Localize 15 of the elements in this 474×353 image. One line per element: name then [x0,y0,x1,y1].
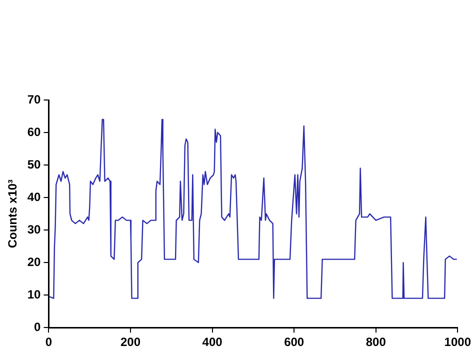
y-tick-label: 50 [27,157,42,172]
x-tick-label: 800 [366,335,386,350]
x-tick-label: 1000 [444,335,472,350]
y-tick-label: 70 [27,92,42,106]
y-tick-label: 30 [27,222,42,236]
y-tick-label: 10 [27,287,42,302]
y-tick-label: 0 [34,320,42,334]
x-tick-label: 600 [284,335,304,350]
x-tick-label: 400 [202,335,223,350]
y-axis-title: Counts x10³ [6,179,20,248]
y-tick-label: 40 [27,190,42,204]
y-tick-label: 60 [27,124,42,139]
x-tick-label: 200 [120,335,141,350]
x-tick-label: 0 [45,335,52,350]
y-tick-label: 20 [27,254,42,269]
